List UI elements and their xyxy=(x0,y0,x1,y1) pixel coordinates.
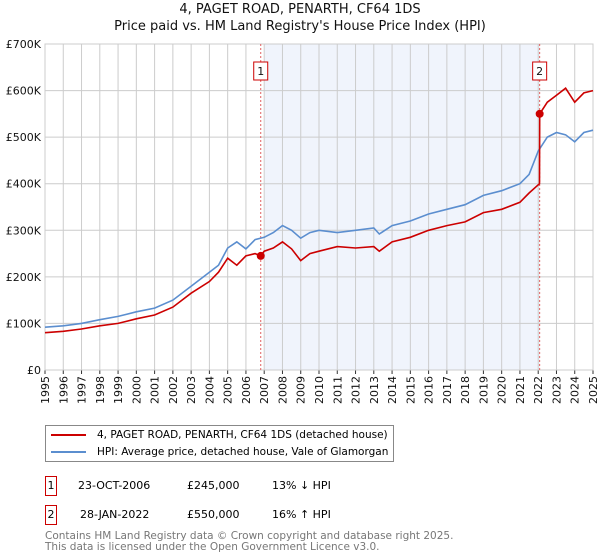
x-tick-label: 2003 xyxy=(185,376,198,404)
x-tick-label: 2000 xyxy=(130,376,143,404)
y-tick-label: £100K xyxy=(6,317,42,330)
x-tick-label: 2015 xyxy=(404,376,417,404)
x-tick-label: 2009 xyxy=(295,376,308,404)
legend-label-property: 4, PAGET ROAD, PENARTH, CF64 1DS (detach… xyxy=(97,429,388,441)
x-tick-label: 2014 xyxy=(386,376,399,404)
x-tick-label: 2002 xyxy=(167,376,180,404)
sale-price: £550,000 xyxy=(187,508,240,521)
x-tick-label: 2007 xyxy=(258,376,271,404)
x-tick-label: 2018 xyxy=(459,376,472,404)
y-tick-label: £600K xyxy=(6,85,42,98)
ownership-shading xyxy=(264,44,540,370)
legend-item-hpi: HPI: Average price, detached house, Vale… xyxy=(46,444,388,460)
footer-licence: This data is licensed under the Open Gov… xyxy=(45,541,380,553)
x-tick-label: 2001 xyxy=(149,376,162,404)
legend-swatch-property xyxy=(51,434,86,436)
x-tick-label: 1995 xyxy=(39,376,52,404)
x-tick-label: 2011 xyxy=(331,376,344,404)
y-tick-label: £0 xyxy=(27,364,41,377)
sale-date: 23-OCT-2006 xyxy=(78,479,151,492)
x-tick-label: 1998 xyxy=(94,376,107,404)
sale-price: £245,000 xyxy=(187,479,240,492)
x-tick-label: 2005 xyxy=(222,376,235,404)
x-tick-label: 2017 xyxy=(441,376,454,404)
y-tick-label: £400K xyxy=(6,178,42,191)
sale-date: 28-JAN-2022 xyxy=(80,508,150,521)
chart-title: 4, PAGET ROAD, PENARTH, CF64 1DS xyxy=(179,2,421,17)
x-tick-label: 2013 xyxy=(368,376,381,404)
x-tick-label: 2022 xyxy=(532,376,545,404)
legend-item-property: 4, PAGET ROAD, PENARTH, CF64 1DS (detach… xyxy=(46,427,388,443)
x-tick-label: 2024 xyxy=(569,376,582,404)
price-chart: 1995 1996 1997 1998 1999 2000 2001 2002 2003 2004… xyxy=(6,38,600,404)
sale-annotation-label: 2 xyxy=(536,65,543,78)
property-price-line xyxy=(44,87,594,334)
footer-copyright: Contains HM Land Registry data © Crown c… xyxy=(45,530,454,542)
chart-subtitle: Price paid vs. HM Land Registry's House … xyxy=(114,19,486,34)
y-tick-label: £500K xyxy=(6,131,42,144)
x-tick-label: 2004 xyxy=(203,376,216,404)
x-tick-label: 2025 xyxy=(587,376,600,404)
sale-hpi-diff: 13% ↓ HPI xyxy=(272,479,331,492)
sale-hpi-diff: 16% ↑ HPI xyxy=(272,508,331,521)
x-tick-label: 1996 xyxy=(57,376,70,404)
x-tick-label: 2019 xyxy=(477,376,490,404)
x-tick-label: 1999 xyxy=(112,376,125,404)
x-tick-label: 2006 xyxy=(240,376,253,404)
x-tick-label: 2010 xyxy=(313,376,326,404)
y-tick-label: £300K xyxy=(6,224,42,237)
sale-badge: 2 xyxy=(45,505,57,525)
x-tick-label: 2023 xyxy=(550,376,563,404)
x-tick-label: 2012 xyxy=(350,376,363,404)
legend-label-hpi: HPI: Average price, detached house, Vale… xyxy=(97,446,389,458)
plot-frame xyxy=(44,43,594,371)
y-tick-label: £700K xyxy=(6,38,42,51)
sale-point xyxy=(535,109,544,118)
x-tick-label: 2016 xyxy=(423,376,436,404)
x-tick-label: 1997 xyxy=(76,376,89,404)
x-tick-label: 2021 xyxy=(514,376,527,404)
x-tick-label: 2008 xyxy=(276,376,289,404)
sale-annotation-label: 1 xyxy=(257,65,264,78)
sale-point xyxy=(256,251,265,260)
legend-swatch-hpi xyxy=(51,451,86,453)
y-tick-label: £200K xyxy=(6,271,42,284)
sale-annotation-box xyxy=(532,61,548,81)
x-tick-label: 2020 xyxy=(496,376,509,404)
footer: Contains HM Land Registry data © Crown c… xyxy=(45,531,453,553)
hpi-line xyxy=(44,129,594,328)
sale-badge: 1 xyxy=(45,476,57,496)
legend: 4, PAGET ROAD, PENARTH, CF64 1DS (detach… xyxy=(45,425,394,462)
sale-annotation-box xyxy=(253,61,269,81)
